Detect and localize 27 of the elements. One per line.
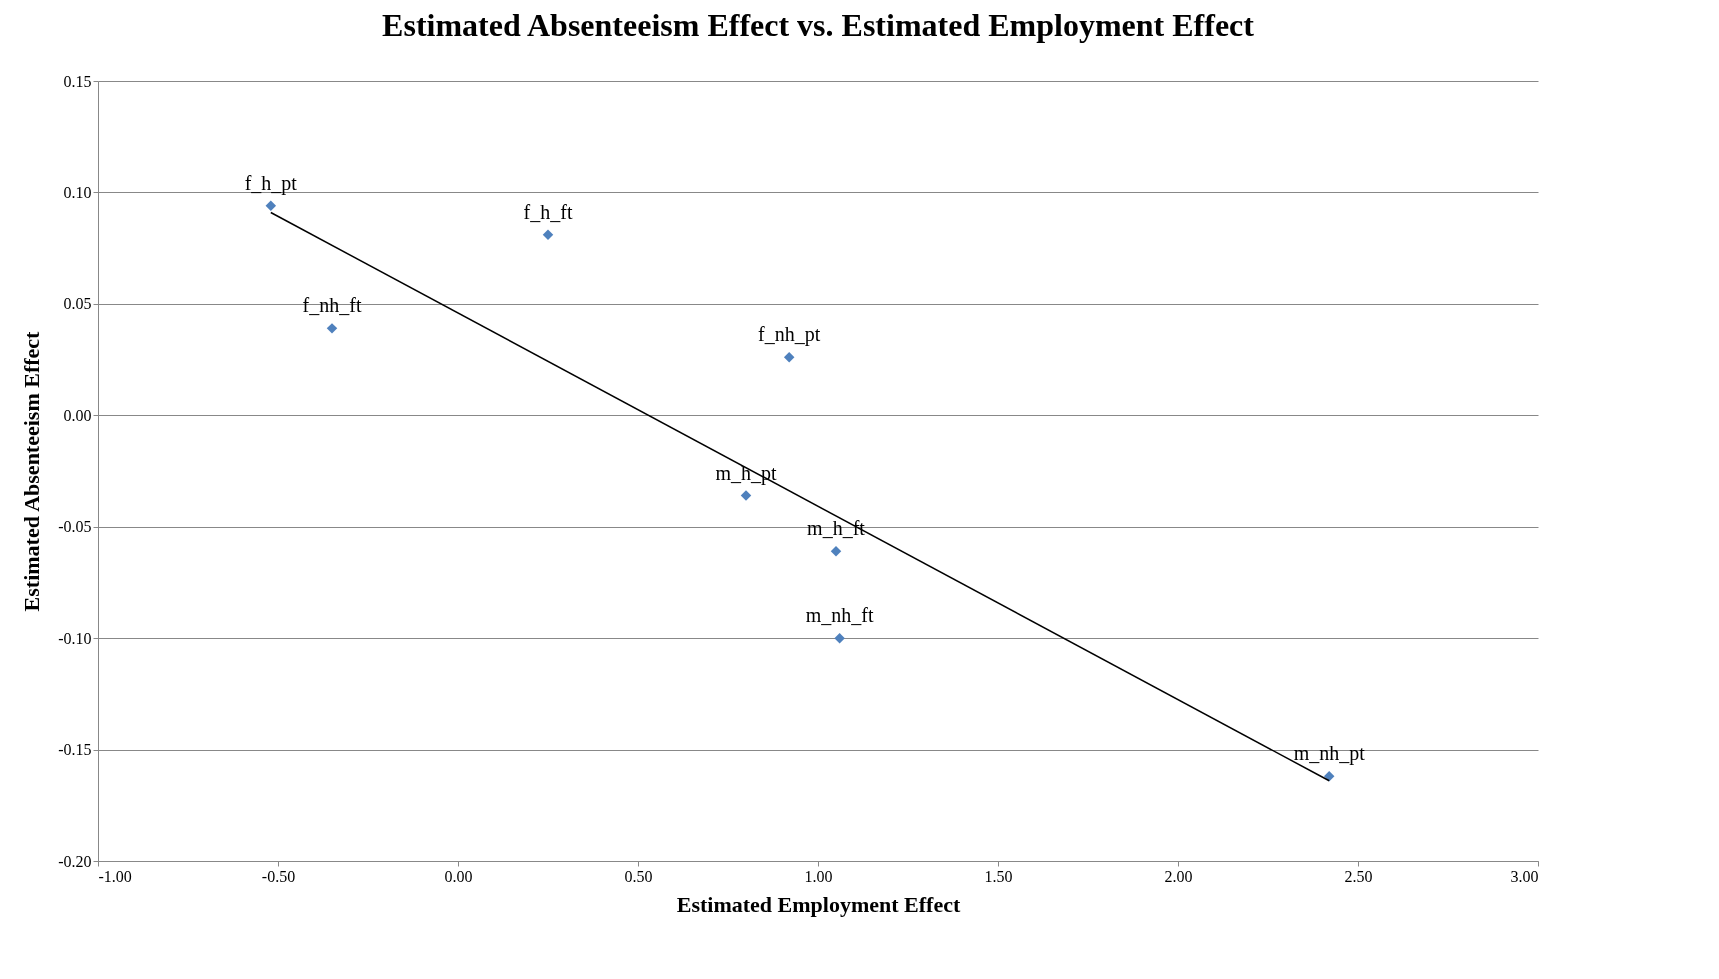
x-axis-title: Estimated Employment Effect xyxy=(676,891,961,917)
x-tick-label: 3.00 xyxy=(1510,867,1539,885)
x-tick-label: 1.00 xyxy=(804,867,833,885)
x-tick-label: -0.50 xyxy=(261,867,296,885)
annotation: f_h_ft xyxy=(523,200,573,223)
annotation: m_h_ft xyxy=(807,517,866,540)
x-tick-label: 0.00 xyxy=(444,867,473,885)
x-tick-label: 2.50 xyxy=(1344,867,1373,885)
chart-title: Estimated Absenteeism Effect vs. Estimated Employment Effect xyxy=(382,7,1255,43)
annotation: m_nh_pt xyxy=(1293,742,1366,766)
y-tick-label: 0.10 xyxy=(63,183,92,201)
x-tick-label: 1.50 xyxy=(984,867,1013,885)
y-tick-label: -0.10 xyxy=(58,629,92,647)
annotation: f_h_pt xyxy=(244,171,298,195)
annotation: f_nh_ft xyxy=(302,294,362,317)
x-tick-label: 0.50 xyxy=(624,867,653,885)
y-tick-label: -0.20 xyxy=(58,852,92,870)
y-tick-label: -0.05 xyxy=(58,518,92,536)
y-tick-label: 0.00 xyxy=(63,406,92,424)
x-tick-label: -1.00 xyxy=(98,867,132,885)
y-tick-label: 0.15 xyxy=(63,72,92,90)
annotation: m_nh_ft xyxy=(805,604,874,627)
x-tick-label: 2.00 xyxy=(1164,867,1193,885)
y-tick-label: 0.05 xyxy=(63,295,92,313)
y-axis-title: Estimated Absenteeism Effect xyxy=(19,330,45,612)
y-tick-label: -0.15 xyxy=(58,741,92,759)
annotation: f_nh_pt xyxy=(758,323,821,347)
